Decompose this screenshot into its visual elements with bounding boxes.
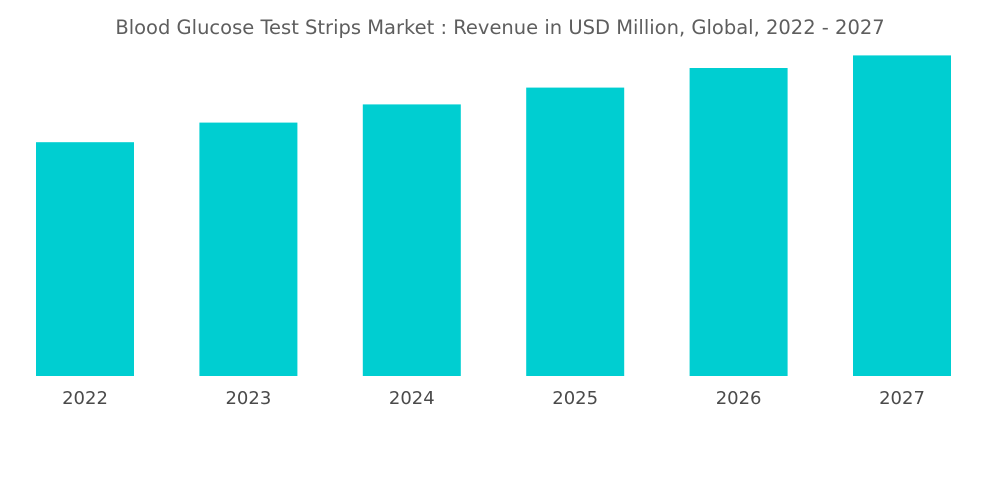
x-tick-label-2022: 2022 (62, 388, 108, 409)
bar-2026 (689, 68, 788, 376)
x-tick-labels: 2022 2023 2024 2025 2026 2027 (62, 388, 925, 409)
x-tick-label-2027: 2027 (879, 388, 925, 409)
x-tick-label-2025: 2025 (552, 388, 598, 409)
bars-group (36, 55, 951, 377)
bar-2022 (36, 142, 134, 376)
x-tick-label-2026: 2026 (716, 388, 762, 409)
bar-2024 (362, 104, 461, 377)
x-tick-label-2023: 2023 (225, 388, 271, 409)
x-tick-label-2024: 2024 (389, 388, 435, 409)
bar-2023 (199, 122, 298, 376)
chart-title: Blood Glucose Test Strips Market : Reven… (115, 16, 885, 39)
bar-2027 (853, 55, 951, 377)
bar-2025 (526, 87, 625, 376)
